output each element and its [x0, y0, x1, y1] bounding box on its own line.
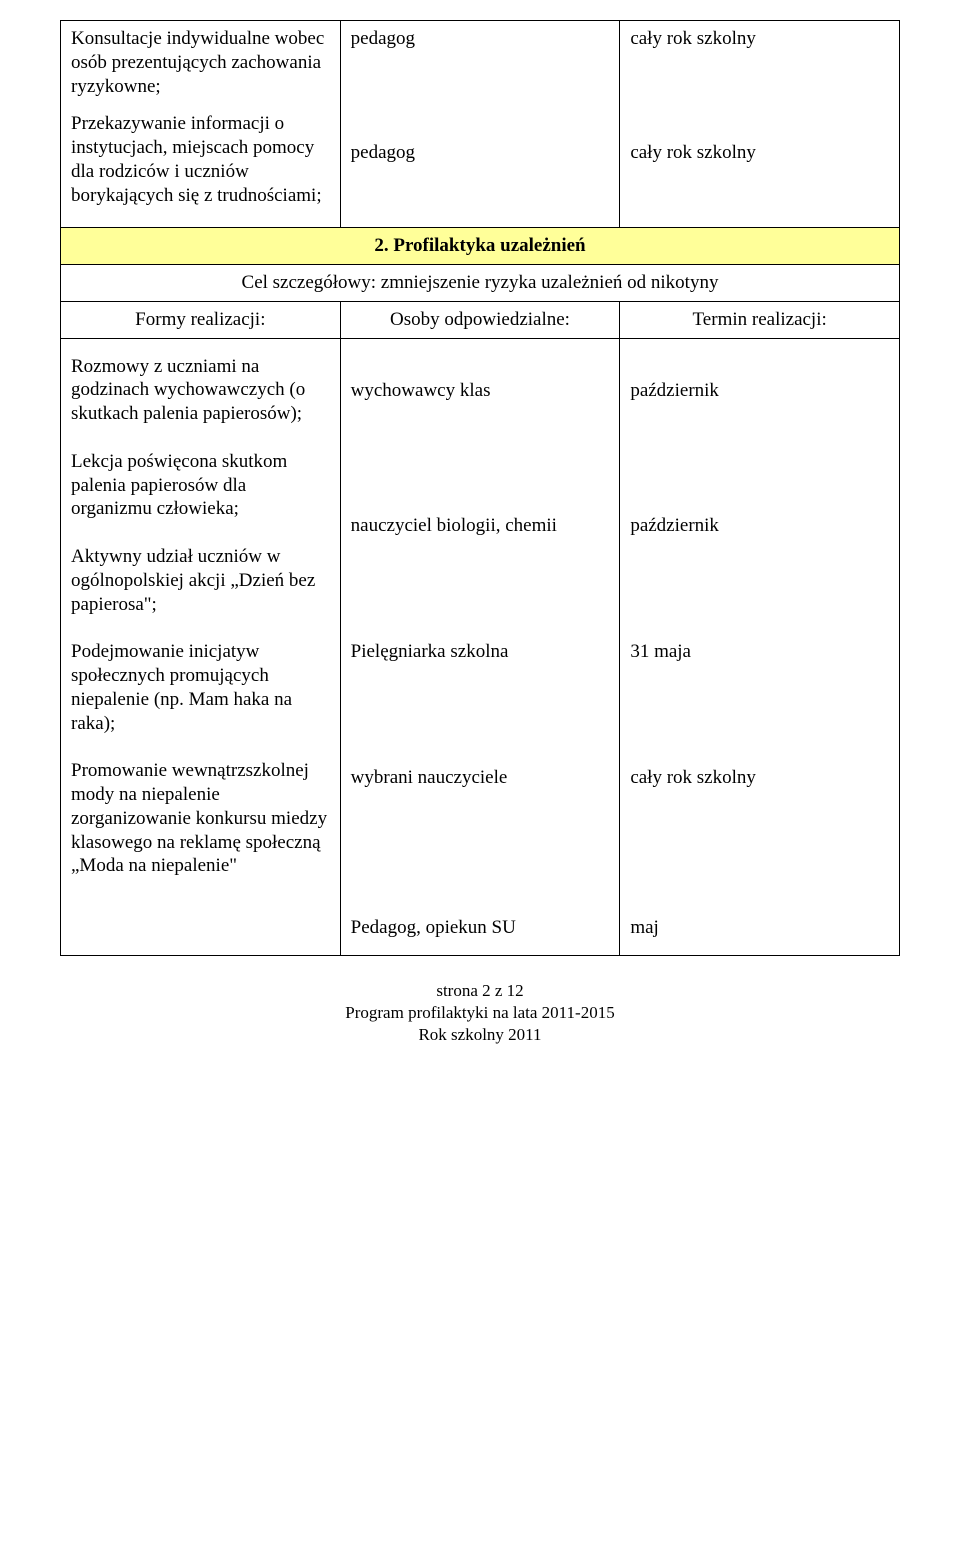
- resp-text: pedagog: [351, 27, 610, 51]
- subgoal-row: Cel szczegółowy: zmniejszenie ryzyka uza…: [61, 265, 900, 302]
- form-text: Przekazywanie informacji o instytucjach,…: [71, 112, 330, 207]
- term-text: cały rok szkolny: [630, 27, 889, 51]
- page: Konsultacje indywidualne wobec osób prez…: [0, 0, 960, 1087]
- subgoal-text: Cel szczegółowy: zmniejszenie ryzyka uza…: [61, 265, 900, 302]
- cell-resp: pedagog pedagog: [340, 21, 620, 228]
- term-text: październik: [630, 379, 889, 403]
- resp-text: Pedagog, opiekun SU: [351, 916, 610, 940]
- term-text: cały rok szkolny: [630, 141, 889, 165]
- term-text: cały rok szkolny: [630, 766, 889, 790]
- label-resp: Osoby odpowiedzialne:: [340, 301, 620, 338]
- section-title: 2. Profilaktyka uzależnień: [61, 228, 900, 265]
- resp-text: wybrani nauczyciele: [351, 766, 610, 790]
- form-text: Promowanie wewnątrzszkolnej mody na niep…: [71, 759, 330, 878]
- footer-program: Program profilaktyki na lata 2011-2015: [60, 1002, 900, 1024]
- labels-row: Formy realizacji: Osoby odpowiedzialne: …: [61, 301, 900, 338]
- resp-text: wychowawcy klas: [351, 379, 610, 403]
- cell-term: październik październik 31 maja cały rok…: [620, 338, 900, 956]
- table-row: Konsultacje indywidualne wobec osób prez…: [61, 21, 900, 228]
- form-text: Konsultacje indywidualne wobec osób prez…: [71, 27, 330, 98]
- content-table: Konsultacje indywidualne wobec osób prez…: [60, 20, 900, 956]
- form-text: Podejmowanie inicjatyw społecznych promu…: [71, 640, 330, 735]
- resp-text: pedagog: [351, 141, 610, 165]
- page-footer: strona 2 z 12 Program profilaktyki na la…: [60, 980, 900, 1046]
- form-text: Lekcja poświęcona skutkom palenia papier…: [71, 450, 330, 521]
- table-row: Rozmowy z uczniami na godzinach wychowaw…: [61, 338, 900, 956]
- resp-text: nauczyciel biologii, chemii: [351, 514, 610, 538]
- cell-form: Rozmowy z uczniami na godzinach wychowaw…: [61, 338, 341, 956]
- form-text: Aktywny udział uczniów w ogólnopolskiej …: [71, 545, 330, 616]
- footer-page-number: strona 2 z 12: [60, 980, 900, 1002]
- footer-year: Rok szkolny 2011: [60, 1024, 900, 1046]
- label-form: Formy realizacji:: [61, 301, 341, 338]
- term-text: październik: [630, 514, 889, 538]
- form-text: Rozmowy z uczniami na godzinach wychowaw…: [71, 355, 330, 426]
- cell-form: Konsultacje indywidualne wobec osób prez…: [61, 21, 341, 228]
- term-text: 31 maja: [630, 640, 889, 664]
- label-term: Termin realizacji:: [620, 301, 900, 338]
- cell-resp: wychowawcy klas nauczyciel biologii, che…: [340, 338, 620, 956]
- resp-text: Pielęgniarka szkolna: [351, 640, 610, 664]
- section-header-row: 2. Profilaktyka uzależnień: [61, 228, 900, 265]
- term-text: maj: [630, 916, 889, 940]
- cell-term: cały rok szkolny cały rok szkolny: [620, 21, 900, 228]
